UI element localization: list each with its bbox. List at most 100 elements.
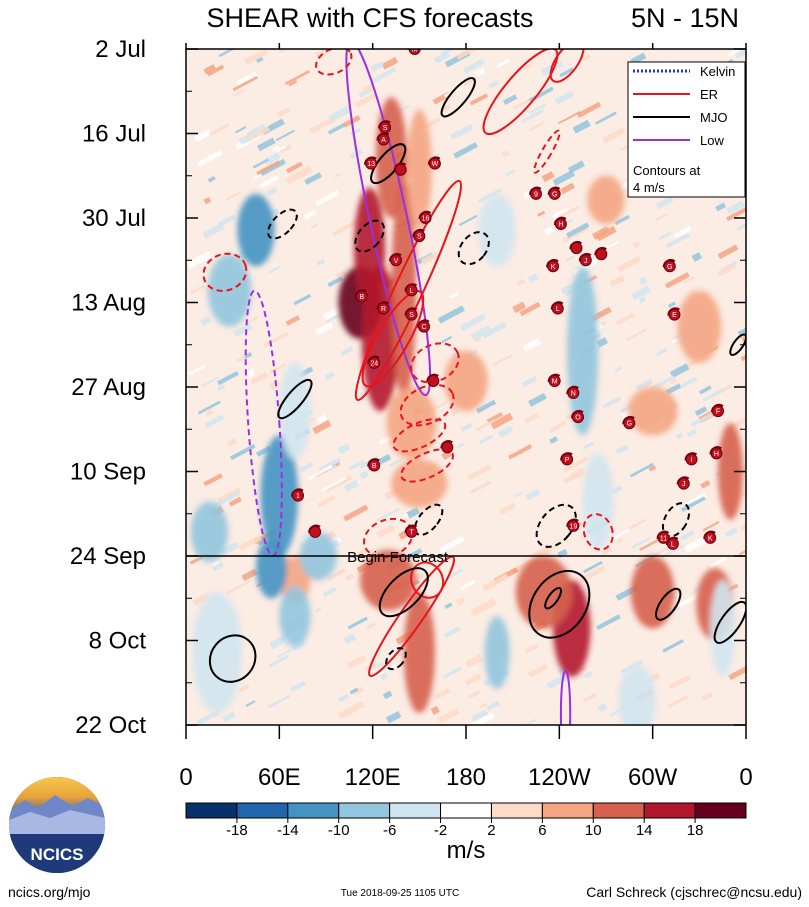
storm-marker <box>368 356 381 369</box>
texture-streak <box>293 293 312 306</box>
storm-marker <box>551 302 564 315</box>
colorbar-tick-label: -6 <box>383 822 396 839</box>
texture-streak <box>192 592 210 606</box>
texture-streak <box>228 496 242 507</box>
contour-er-neg <box>315 49 353 76</box>
contour-low-pos <box>559 669 572 725</box>
texture-streak <box>445 568 464 580</box>
texture-streak <box>631 285 651 301</box>
chart-title: SHEAR with CFS forecasts <box>206 3 533 33</box>
storm-label: J <box>682 481 686 488</box>
texture-streak <box>602 240 620 251</box>
texture-streak <box>328 105 352 123</box>
texture-streak <box>264 152 281 166</box>
texture-streak <box>551 207 570 221</box>
texture-streak <box>256 160 281 176</box>
texture-streak <box>563 456 589 473</box>
texture-streak <box>469 93 489 106</box>
texture-streak <box>499 502 516 515</box>
anomaly-blob <box>582 453 614 550</box>
texture-streak <box>527 273 539 284</box>
texture-streak <box>655 348 668 357</box>
storm-marker <box>710 447 723 460</box>
texture-streak <box>354 92 378 108</box>
texture-streak <box>481 321 508 339</box>
texture-streak <box>225 190 243 201</box>
texture-streak <box>189 284 205 295</box>
anomaly-blob <box>260 435 299 556</box>
texture-streak <box>197 400 221 415</box>
texture-streak <box>519 301 541 317</box>
texture-streak <box>486 412 503 424</box>
y-tick-label: 16 Jul <box>82 121 146 148</box>
anomaly-blob <box>237 193 275 267</box>
storm-label: J <box>584 258 588 265</box>
texture-streak <box>684 492 707 508</box>
texture-streak <box>541 171 555 183</box>
texture-streak <box>304 172 322 186</box>
texture-streak <box>345 573 355 582</box>
storm-marker <box>548 187 561 200</box>
ncics-logo: NCICS <box>9 777 105 873</box>
colorbar-tick-label: -14 <box>277 822 299 839</box>
texture-streak <box>609 275 626 288</box>
storm-label: P <box>565 457 570 464</box>
anomaly-blob <box>618 664 656 725</box>
contour-mjo-neg <box>535 503 577 548</box>
colorbar-bin <box>236 802 289 819</box>
storm-label: 19 <box>569 523 577 530</box>
texture-streak <box>196 709 220 725</box>
texture-streak <box>343 633 357 645</box>
texture-streak <box>717 263 736 277</box>
texture-streak <box>266 187 278 196</box>
contour-mjo-neg <box>267 208 298 240</box>
x-tick-label: 180 <box>446 764 486 791</box>
texture-streak <box>639 276 648 286</box>
storm-marker <box>405 284 418 297</box>
credit: Carl Schreck (cjschrec@ncsu.edu) <box>586 884 802 900</box>
storm-marker <box>365 157 378 170</box>
texture-streak <box>340 346 354 357</box>
texture-streak <box>673 225 692 239</box>
storm-marker <box>666 537 679 550</box>
texture-streak <box>346 654 367 670</box>
texture-streak <box>670 338 678 345</box>
texture-streak <box>326 314 340 323</box>
texture-streak <box>202 222 225 239</box>
colorbar-units: m/s <box>447 837 486 864</box>
anomaly-blob <box>190 501 228 563</box>
texture-streak <box>271 145 280 152</box>
storm-marker <box>428 157 441 170</box>
texture-streak <box>701 692 713 701</box>
storm-label: V <box>394 258 399 265</box>
texture-streak <box>395 513 409 522</box>
storm-label: 13 <box>367 161 375 168</box>
storm-label: K <box>551 264 556 271</box>
texture-streak <box>321 476 347 492</box>
texture-streak <box>314 189 340 207</box>
contour-er-neg <box>533 129 561 174</box>
storm-marker <box>677 477 690 490</box>
anomaly-blob <box>406 109 432 231</box>
texture-streak <box>554 90 575 105</box>
texture-streak <box>724 527 739 538</box>
y-tick-label: 24 Sep <box>70 543 146 570</box>
texture-streak <box>276 106 291 118</box>
texture-streak <box>680 530 695 541</box>
contour-er-pos <box>368 555 456 678</box>
storm-label: S <box>409 312 414 319</box>
texture-streak <box>655 213 668 222</box>
texture-streak <box>636 378 653 391</box>
texture-streak <box>205 409 214 417</box>
texture-streak <box>520 109 544 124</box>
storm-label: S <box>417 234 422 241</box>
texture-streak <box>543 226 554 236</box>
texture-streak <box>694 406 708 417</box>
contour-mjo-neg <box>385 647 407 671</box>
texture-streak <box>563 472 580 484</box>
texture-streak <box>661 544 686 559</box>
texture-streak <box>370 67 397 84</box>
texture-streak <box>536 210 546 217</box>
texture-streak <box>501 150 510 158</box>
texture-streak <box>203 473 223 487</box>
